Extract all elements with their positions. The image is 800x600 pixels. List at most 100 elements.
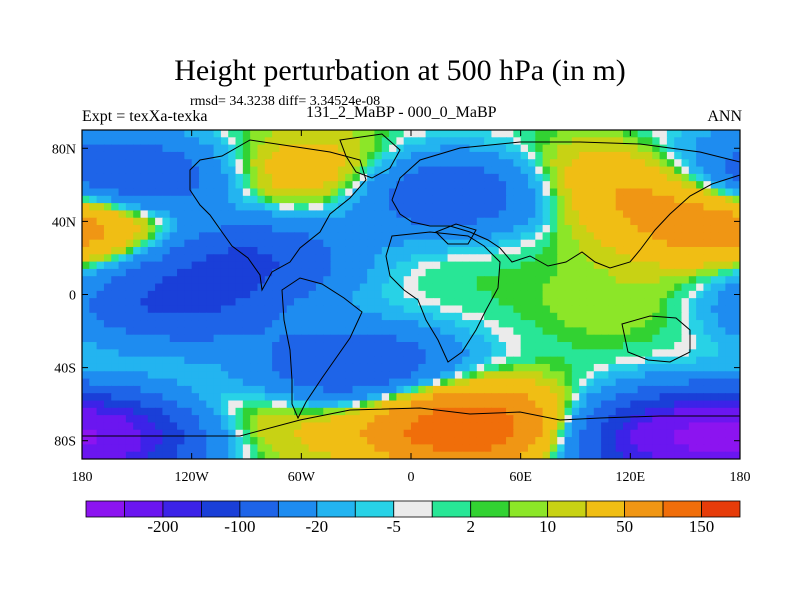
field-cell: [337, 137, 346, 146]
field-cell: [250, 363, 259, 372]
field-cell: [352, 210, 361, 219]
field-cell: [623, 371, 631, 380]
field-cell: [615, 144, 624, 153]
field-cell: [374, 166, 383, 175]
field-cell: [191, 225, 200, 233]
field-cell: [389, 225, 397, 233]
field-cell: [184, 254, 193, 263]
field-cell: [674, 290, 683, 299]
field-cell: [235, 400, 244, 409]
field-cell: [184, 144, 193, 153]
field-cell: [96, 188, 105, 197]
field-cell: [242, 261, 251, 270]
field-cell: [286, 239, 295, 248]
field-cell: [411, 276, 419, 285]
field-cell: [374, 188, 383, 197]
field-cell: [440, 137, 449, 146]
field-cell: [593, 312, 602, 321]
field-cell: [177, 173, 185, 182]
field-cell: [184, 173, 193, 182]
field-cell: [652, 349, 661, 358]
field-cell: [381, 246, 390, 255]
field-cell: [198, 159, 207, 168]
field-cell: [506, 349, 514, 358]
field-cell: [147, 225, 156, 233]
field-cell: [359, 327, 368, 336]
field-cell: [615, 385, 624, 394]
field-cell: [82, 298, 90, 307]
field-cell: [140, 327, 149, 336]
field-cell: [133, 283, 142, 292]
field-cell: [659, 393, 668, 402]
field-cell: [557, 232, 566, 241]
field-cell: [732, 312, 740, 321]
field-cell: [623, 451, 631, 459]
field-cell: [688, 210, 697, 219]
field-cell: [542, 451, 551, 459]
field-cell: [630, 151, 639, 160]
field-cell: [586, 349, 595, 358]
field-cell: [644, 217, 653, 226]
field-cell: [615, 203, 624, 212]
field-cell: [294, 290, 302, 299]
field-cell: [513, 349, 522, 358]
field-cell: [725, 261, 734, 270]
field-cell: [418, 254, 427, 263]
field-cell: [206, 203, 215, 212]
field-cell: [718, 327, 726, 336]
field-cell: [476, 188, 485, 197]
field-cell: [659, 217, 668, 226]
field-cell: [432, 437, 441, 445]
field-cell: [696, 363, 705, 372]
field-cell: [177, 232, 185, 241]
field-cell: [571, 334, 580, 343]
field-cell: [206, 407, 215, 416]
field-cell: [381, 385, 390, 394]
field-cell: [213, 225, 222, 233]
field-cell: [469, 166, 478, 175]
field-cell: [242, 422, 251, 431]
colorbar-box: [124, 500, 164, 518]
field-cell: [432, 371, 441, 380]
field-cell: [140, 378, 149, 387]
field-cell: [133, 261, 142, 270]
field-cell: [476, 320, 485, 328]
field-cell: [564, 203, 573, 212]
field-cell: [440, 451, 449, 459]
field-cell: [359, 356, 368, 365]
field-cell: [96, 422, 105, 431]
field-cell: [96, 144, 105, 153]
field-cell: [623, 312, 631, 321]
field-cell: [498, 298, 507, 307]
field-cell: [359, 378, 368, 387]
field-cell: [666, 283, 675, 292]
field-cell: [623, 393, 631, 402]
field-cell: [469, 298, 478, 307]
field-cell: [535, 225, 544, 233]
field-cell: [264, 400, 273, 409]
field-cell: [228, 400, 237, 409]
field-cell: [557, 342, 566, 350]
field-cell: [506, 246, 514, 255]
field-cell: [710, 261, 719, 270]
field-cell: [659, 298, 668, 307]
field-cell: [220, 210, 229, 219]
field-cell: [96, 356, 105, 365]
field-cell: [696, 349, 705, 358]
field-cell: [147, 217, 156, 226]
field-cell: [155, 437, 164, 445]
field-cell: [220, 342, 229, 350]
field-cell: [506, 210, 514, 219]
field-cell: [264, 254, 273, 263]
field-cell: [725, 217, 734, 226]
field-cell: [294, 393, 302, 402]
field-cell: [674, 393, 683, 402]
field-cell: [549, 151, 558, 160]
field-cell: [557, 290, 566, 299]
field-cell: [374, 268, 383, 277]
field-cell: [681, 151, 690, 160]
field-cell: [498, 429, 507, 438]
field-cell: [703, 137, 712, 146]
field-cell: [235, 305, 244, 314]
field-cell: [637, 320, 646, 328]
